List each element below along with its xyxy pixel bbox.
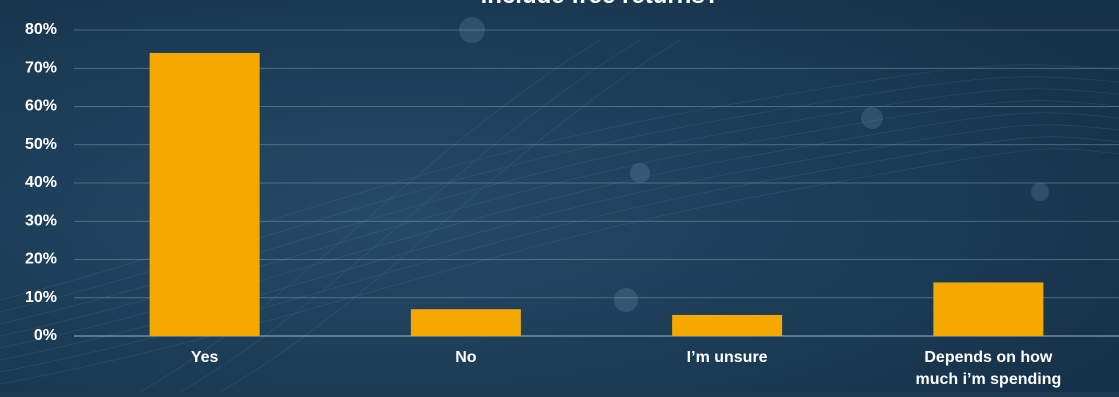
y-tick-label: 30% [25, 212, 57, 229]
y-tick-label: 80% [25, 21, 57, 38]
y-tick-label: 50% [25, 136, 57, 153]
y-tick-label: 20% [25, 251, 57, 268]
y-axis-ticks: 0% 10% 20% 30% 40% 50% 60% 70% 80% [25, 21, 57, 344]
background-dot-decoration [459, 17, 1049, 312]
y-tick-label: 0% [34, 327, 57, 344]
bars [149, 52, 1044, 336]
bar [672, 314, 783, 336]
y-tick-label: 70% [25, 59, 57, 76]
x-tick-label: Depends on how much i’m spending [915, 349, 1061, 388]
y-tick-label: 40% [25, 174, 57, 191]
bar [410, 309, 521, 336]
y-tick-label: 10% [25, 289, 57, 306]
x-tick-label: I’m unsure [687, 349, 768, 366]
bar [933, 282, 1044, 336]
y-tick-label: 60% [25, 98, 57, 115]
chart-title: include free returns? [481, 0, 720, 9]
x-tick-label: No [455, 349, 477, 366]
bar [149, 52, 260, 336]
x-axis-ticks: Yes No I’m unsure Depends on how much i’m sp… [191, 349, 1061, 388]
x-tick-label: Yes [191, 349, 219, 366]
